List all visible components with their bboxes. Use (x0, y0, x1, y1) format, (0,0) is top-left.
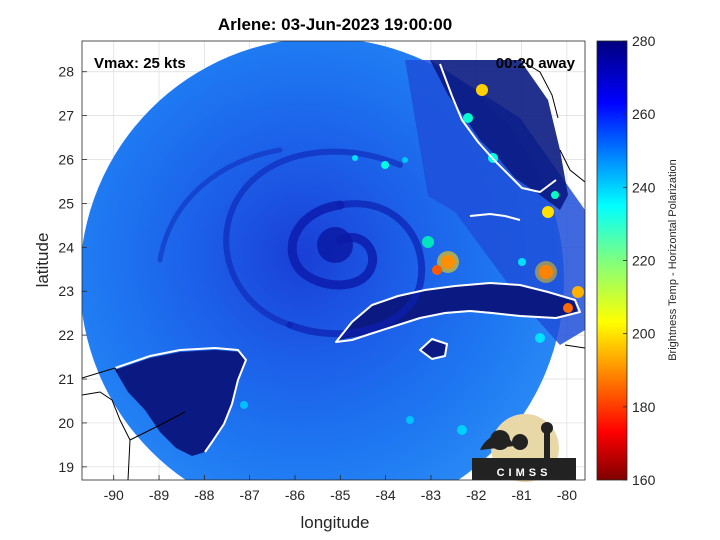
y-tick-label: 23 (58, 283, 74, 299)
x-tick-label: -86 (285, 487, 305, 503)
colorbar: 280 260 240 220 200 180 160 Brightness Temp - … (596, 33, 679, 488)
y-tick-label: 28 (58, 64, 74, 80)
convective-cells (240, 84, 584, 435)
x-tick-label: -87 (240, 487, 260, 503)
colorbar-tick-label: 280 (632, 33, 656, 49)
x-tick-label: -80 (557, 487, 577, 503)
x-axis-label: longitude (300, 513, 369, 532)
yucatan-land (115, 350, 246, 456)
x-tick-label: -88 (194, 487, 214, 503)
x-tick-label: -82 (466, 487, 486, 503)
cimss-logo: CIMSS (472, 414, 576, 482)
x-tick-label: -85 (330, 487, 350, 503)
y-axis-label: latitude (33, 233, 52, 288)
time-away-label: 00:20 away (496, 55, 576, 72)
figure-title: Arlene: 03-Jun-2023 19:00:00 (218, 15, 452, 34)
y-tick-label: 19 (58, 459, 74, 475)
y-tick-label: 20 (58, 415, 74, 431)
y-tick-label: 27 (58, 108, 74, 124)
logo-text: CIMSS (497, 467, 552, 479)
spiral-bands (157, 147, 426, 338)
y-tick-label: 24 (58, 239, 74, 255)
x-tick-label: -83 (421, 487, 441, 503)
y-tick-label: 26 (58, 152, 74, 168)
vmax-label: Vmax: 25 kts (94, 55, 186, 72)
x-tick-label: -81 (511, 487, 531, 503)
colorbar-tick-label: 200 (632, 326, 656, 342)
land-borders (82, 59, 585, 480)
y-tick-label: 25 (58, 195, 74, 211)
colorbar-tick-label: 180 (632, 399, 656, 415)
coastlines (114, 63, 581, 453)
isle-of-youth (420, 340, 446, 358)
cuba-land (338, 283, 578, 340)
plot-frame (81, 40, 586, 481)
map-plot-area: CIMSS Vmax: 25 kts 00:20 away (81, 40, 586, 482)
colorbar-tick-label: 160 (632, 472, 656, 488)
x-tick-label: -90 (104, 487, 124, 503)
x-tick-label: -89 (149, 487, 169, 503)
x-tick-label: -84 (375, 487, 395, 503)
colorbar-tick-label: 260 (632, 106, 656, 122)
y-tick-label: 22 (58, 327, 74, 343)
y-tick-label: 21 (58, 371, 74, 387)
colorbar-tick-label: 220 (632, 253, 656, 269)
colorbar-ticks: 280 260 240 220 200 180 160 (623, 33, 656, 488)
storm-center (317, 227, 353, 263)
colorbar-label: Brightness Temp - Horizontal Polarizatio… (667, 159, 679, 361)
x-axis: -90 -89 -88 -87 -86 -85 -84 -83 -82 -81 -80 (104, 475, 577, 503)
colorbar-tick-label: 240 (632, 179, 656, 195)
y-axis: 19 20 21 22 23 24 25 26 27 28 (58, 64, 87, 475)
colorbar-gradient (596, 40, 628, 481)
florida-land (430, 60, 568, 210)
